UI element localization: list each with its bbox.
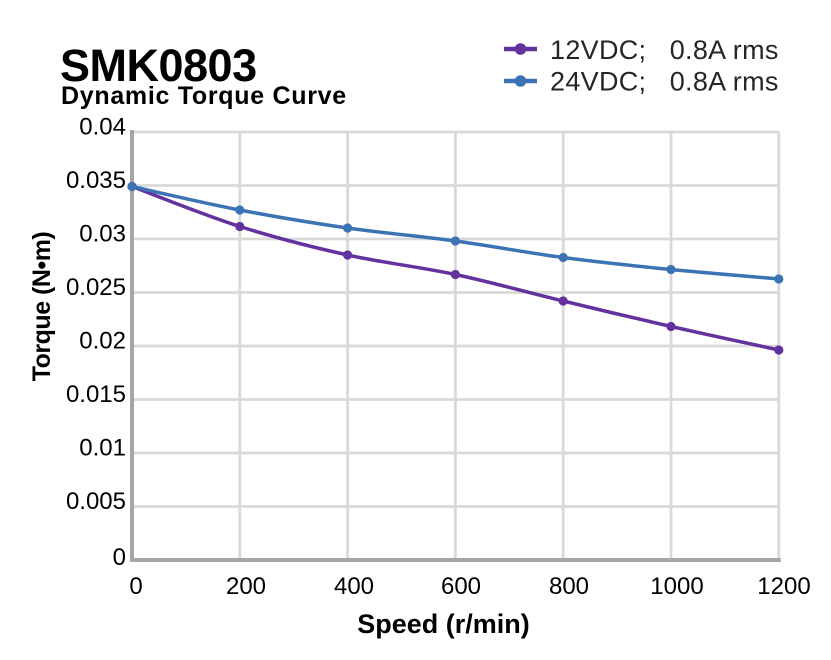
svg-text:0.04: 0.04 xyxy=(79,114,126,141)
svg-text:400: 400 xyxy=(334,573,374,600)
svg-text:800: 800 xyxy=(549,573,589,600)
svg-text:Speed (r/min): Speed (r/min) xyxy=(357,609,530,639)
svg-text:0: 0 xyxy=(129,573,142,600)
svg-text:0.015: 0.015 xyxy=(66,381,126,408)
svg-text:1200: 1200 xyxy=(757,573,810,600)
svg-text:0: 0 xyxy=(113,544,126,571)
svg-text:24VDC; 0.8A rms: 24VDC; 0.8A rms xyxy=(550,67,779,97)
svg-text:0.005: 0.005 xyxy=(66,488,126,515)
svg-text:0.01: 0.01 xyxy=(79,435,126,462)
svg-text:0.03: 0.03 xyxy=(79,221,126,248)
svg-text:0.02: 0.02 xyxy=(79,328,126,355)
svg-text:200: 200 xyxy=(226,573,266,600)
svg-text:SMK0803: SMK0803 xyxy=(60,40,257,91)
svg-text:1000: 1000 xyxy=(650,573,703,600)
svg-text:12VDC; 0.8A rms: 12VDC; 0.8A rms xyxy=(550,35,779,65)
svg-text:Torque (N•m): Torque (N•m) xyxy=(28,232,56,382)
svg-text:0.025: 0.025 xyxy=(66,274,126,301)
svg-text:Dynamic Torque Curve: Dynamic Torque Curve xyxy=(61,82,347,110)
svg-text:0.035: 0.035 xyxy=(66,167,126,194)
svg-text:600: 600 xyxy=(441,573,481,600)
